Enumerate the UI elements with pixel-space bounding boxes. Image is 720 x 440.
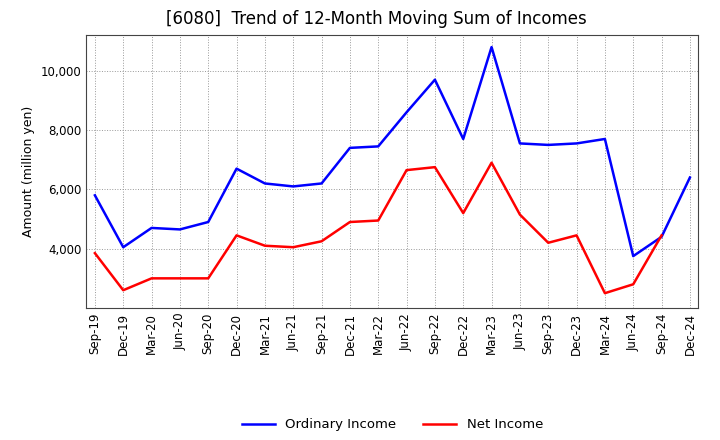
Net Income xyxy=(346,220,354,225)
Ordinary Income xyxy=(544,142,552,147)
Net Income xyxy=(91,250,99,256)
Net Income xyxy=(600,290,609,296)
Net Income xyxy=(459,210,467,216)
Ordinary Income xyxy=(600,136,609,142)
Ordinary Income xyxy=(685,175,694,180)
Net Income xyxy=(289,245,297,250)
Ordinary Income xyxy=(572,141,581,146)
Ordinary Income xyxy=(204,220,212,225)
Net Income xyxy=(233,233,241,238)
Net Income xyxy=(431,165,439,170)
Ordinary Income xyxy=(91,193,99,198)
Net Income xyxy=(261,243,269,248)
Legend: Ordinary Income, Net Income: Ordinary Income, Net Income xyxy=(242,418,543,431)
Net Income xyxy=(119,288,127,293)
Net Income xyxy=(318,238,326,244)
Ordinary Income xyxy=(346,145,354,150)
Ordinary Income xyxy=(318,181,326,186)
Ordinary Income xyxy=(516,141,524,146)
Net Income xyxy=(204,276,212,281)
Ordinary Income xyxy=(431,77,439,82)
Ordinary Income xyxy=(176,227,184,232)
Net Income xyxy=(629,282,637,287)
Ordinary Income xyxy=(261,181,269,186)
Ordinary Income xyxy=(657,234,666,239)
Net Income xyxy=(516,212,524,217)
Net Income xyxy=(572,233,581,238)
Net Income xyxy=(402,168,411,173)
Ordinary Income xyxy=(233,166,241,171)
Ordinary Income xyxy=(289,184,297,189)
Net Income xyxy=(148,276,156,281)
Y-axis label: Amount (million yen): Amount (million yen) xyxy=(22,106,35,237)
Ordinary Income xyxy=(459,136,467,142)
Ordinary Income xyxy=(148,225,156,231)
Net Income xyxy=(544,240,552,246)
Net Income xyxy=(374,218,382,223)
Net Income xyxy=(176,276,184,281)
Ordinary Income xyxy=(402,110,411,115)
Ordinary Income xyxy=(487,44,496,50)
Line: Net Income: Net Income xyxy=(95,163,662,293)
Ordinary Income xyxy=(629,253,637,259)
Net Income xyxy=(657,233,666,238)
Ordinary Income xyxy=(119,245,127,250)
Text: [6080]  Trend of 12-Month Moving Sum of Incomes: [6080] Trend of 12-Month Moving Sum of I… xyxy=(166,10,587,28)
Line: Ordinary Income: Ordinary Income xyxy=(95,47,690,256)
Ordinary Income xyxy=(374,144,382,149)
Net Income xyxy=(487,160,496,165)
